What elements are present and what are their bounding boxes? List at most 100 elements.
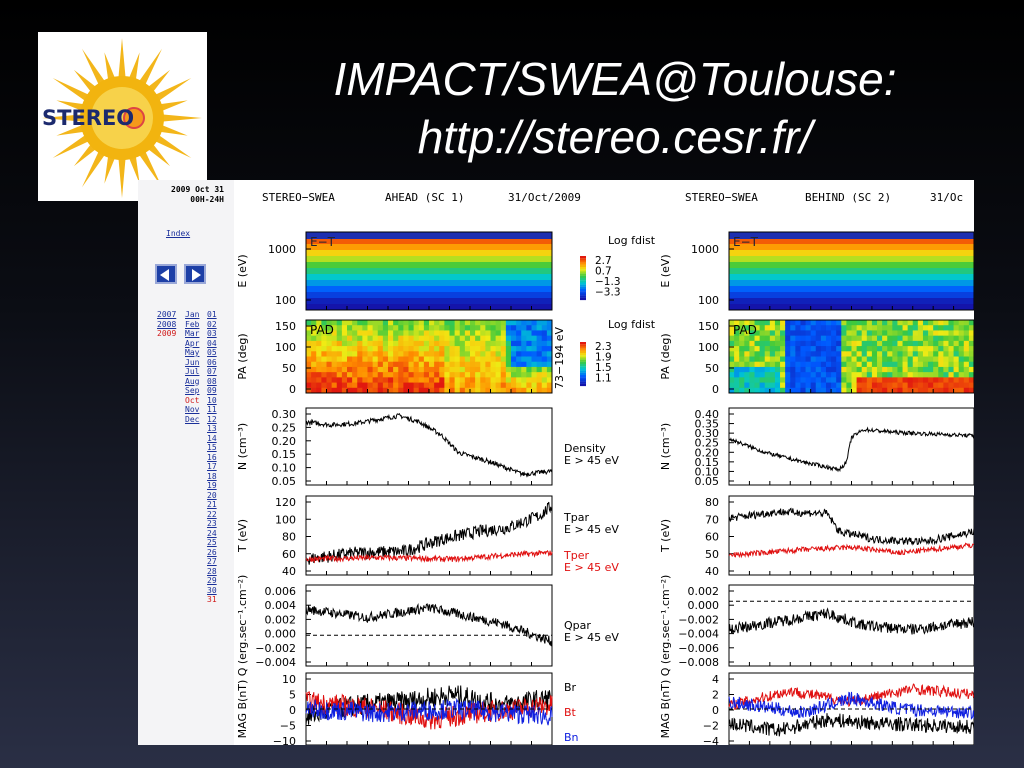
day-link-23[interactable]: 23 <box>207 519 217 528</box>
month-link-Mar[interactable]: Mar <box>185 329 200 338</box>
ahead-panel-3 <box>305 407 553 486</box>
day-link-03[interactable]: 03 <box>207 329 217 338</box>
arrow-right-icon <box>192 269 201 281</box>
month-link-Jun[interactable]: Jun <box>185 357 200 367</box>
behind-panel-5 <box>728 584 974 667</box>
day-link-22[interactable]: 22 <box>207 509 217 519</box>
month-link-Apr[interactable]: Apr <box>185 338 200 348</box>
behind-ylabel: T (eV) <box>659 519 672 553</box>
ahead-date: 31/Oct/2009 <box>508 191 581 204</box>
month-link-Sep[interactable]: Sep <box>185 386 200 395</box>
colorbar-label: −1.3 <box>595 276 621 288</box>
day-link-17[interactable]: 17 <box>207 462 217 471</box>
behind-tick-label: 0 <box>712 704 719 717</box>
next-day-button[interactable] <box>184 264 206 284</box>
day-link-01[interactable]: 01 <box>207 310 217 319</box>
month-link-Nov[interactable]: Nov <box>185 405 200 414</box>
ahead-tick-label: 100 <box>275 294 296 307</box>
ahead-tick-label: 150 <box>275 320 296 333</box>
ahead-spacecraft: AHEAD (SC 1) <box>385 191 465 204</box>
behind-tick-label: 0.05 <box>695 475 720 488</box>
day-link-15[interactable]: 15 <box>207 443 217 452</box>
day-link-11[interactable]: 11 <box>207 405 217 414</box>
bn-trace-ahead <box>305 697 553 726</box>
colorbar-label: 1.5 <box>595 362 612 374</box>
date-navigation: 2009 Oct 31 00H-24H Index 2007 2008 2009 J… <box>138 180 234 745</box>
behind-panel-tag: PAD <box>733 323 757 337</box>
ahead-tick-label: 0.002 <box>265 613 297 626</box>
day-link-18[interactable]: 18 <box>207 471 217 481</box>
behind-tick-label: 0.25 <box>695 437 720 450</box>
day-link-28[interactable]: 28 <box>207 566 217 576</box>
day-link-25[interactable]: 25 <box>207 538 217 547</box>
day-link-16[interactable]: 16 <box>207 452 217 462</box>
month-link-Jul[interactable]: Jul <box>185 367 200 376</box>
day-link-08[interactable]: 08 <box>207 376 217 386</box>
day-link-19[interactable]: 19 <box>207 481 217 490</box>
nav-range: 00H-24H <box>190 195 224 204</box>
index-link[interactable]: Index <box>166 229 191 238</box>
day-link-10[interactable]: 10 <box>207 395 217 405</box>
day-link-31[interactable]: 31 <box>207 595 217 604</box>
year-link-2009[interactable]: 2009 <box>157 329 177 338</box>
ahead-tick-label: 50 <box>282 362 296 375</box>
arrow-left-icon <box>160 269 169 281</box>
tper-label: Tper <box>563 549 589 562</box>
day-link-27[interactable]: 27 <box>207 557 217 566</box>
ahead-ylabel: MAG B(nT) <box>236 680 249 739</box>
ahead-tick-label: 0.004 <box>265 599 297 612</box>
day-link-07[interactable]: 07 <box>207 367 217 376</box>
month-link-Oct[interactable]: Oct <box>185 395 200 405</box>
colorbar-label: 2.3 <box>595 341 612 353</box>
day-link-13[interactable]: 13 <box>207 424 217 433</box>
day-link-26[interactable]: 26 <box>207 547 217 557</box>
behind-panel-3 <box>728 407 974 486</box>
year-link-2008[interactable]: 2008 <box>157 319 177 329</box>
br-trace-behind <box>728 713 974 737</box>
day-link-05[interactable]: 05 <box>207 348 217 357</box>
month-link-Dec[interactable]: Dec <box>185 414 200 424</box>
month-link-Jan[interactable]: Jan <box>185 310 200 319</box>
behind-tick-label: 50 <box>705 548 719 561</box>
day-link-20[interactable]: 20 <box>207 490 217 500</box>
day-link-02[interactable]: 02 <box>207 319 217 329</box>
qpar-trace-ahead <box>305 602 553 647</box>
day-link-29[interactable]: 29 <box>207 576 217 585</box>
behind-tick-label: 2 <box>712 689 719 702</box>
behind-tick-label: 0.40 <box>695 408 720 421</box>
day-link-04[interactable]: 04 <box>207 338 217 348</box>
ahead-panel-5 <box>305 584 553 667</box>
tper-trace-behind <box>728 542 974 559</box>
behind-tick-label: 70 <box>705 513 719 526</box>
nav-date: 2009 Oct 31 <box>171 185 224 194</box>
day-link-12[interactable]: 12 <box>207 414 217 424</box>
ahead-tick-label: −10 <box>273 735 296 745</box>
day-link-09[interactable]: 09 <box>207 386 217 395</box>
day-link-30[interactable]: 30 <box>207 585 217 595</box>
month-link-Aug[interactable]: Aug <box>185 376 200 386</box>
day-link-14[interactable]: 14 <box>207 433 217 443</box>
day-link-24[interactable]: 24 <box>207 528 217 538</box>
behind-tick-label: −0.004 <box>678 628 719 641</box>
ahead-ylabel: Q (erg.sec⁻¹.cm⁻²) <box>236 575 249 677</box>
ahead-panel-tag: PAD <box>310 323 334 337</box>
colorbar-label: 2.7 <box>595 255 612 267</box>
month-link-May[interactable]: May <box>185 348 200 357</box>
prev-day-button[interactable] <box>155 264 177 284</box>
behind-panel-2 <box>728 319 974 394</box>
month-link-Feb[interactable]: Feb <box>185 319 200 329</box>
ahead-tick-label: 0.006 <box>265 585 297 598</box>
density-trace-ahead <box>305 412 553 478</box>
ahead-panel-tag: E−T <box>310 235 336 249</box>
ahead-tick-label: 10 <box>282 673 296 686</box>
day-link-21[interactable]: 21 <box>207 500 217 509</box>
year-link-2007[interactable]: 2007 <box>157 310 177 319</box>
behind-tick-label: −0.002 <box>678 613 719 626</box>
qpar-energy-label: E > 45 eV <box>564 631 619 644</box>
behind-tick-label: 4 <box>712 673 719 686</box>
behind-ylabel: E (eV) <box>659 254 672 287</box>
day-link-06[interactable]: 06 <box>207 357 217 367</box>
bt-legend: Bt <box>564 706 577 719</box>
ahead-tick-label: 60 <box>282 548 296 561</box>
